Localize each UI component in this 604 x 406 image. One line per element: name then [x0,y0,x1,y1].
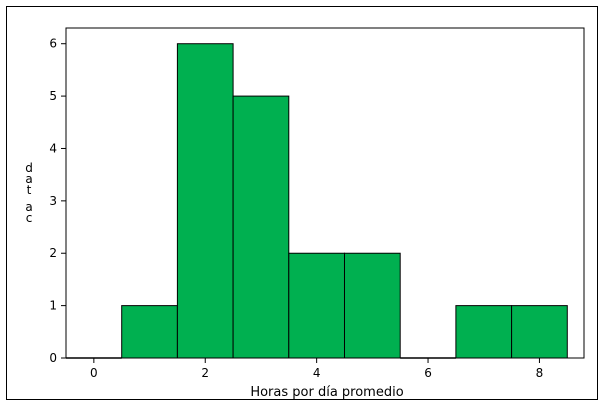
y-tick-label: 3 [49,194,57,208]
bar [121,305,178,359]
y-axis-label-char: c [26,211,33,225]
bar [232,95,290,359]
y-axis-label-char: a [25,200,32,214]
bar [343,252,401,359]
y-tick-label: 4 [49,141,57,155]
y-axis-label-char: a [25,172,32,186]
x-axis: 0 2 4 6 8 [90,358,543,380]
x-tick-label: 8 [536,366,544,380]
bar [288,252,345,359]
y-axis-label-char: t [27,183,32,197]
x-tick-label: 2 [201,366,209,380]
x-tick-label: 0 [90,366,98,380]
y-axis-label-char: d [25,161,33,175]
bar [511,305,568,359]
x-axis-label: Horas por día promedio [250,385,403,400]
y-tick-label: 6 [49,37,57,51]
y-tick-label: 5 [49,89,57,103]
bar [455,305,513,359]
bars-group [66,43,568,359]
y-tick-label: 1 [49,299,57,313]
y-tick-label: 0 [49,351,57,365]
y-axis: 0 1 2 3 4 5 6 [49,37,66,365]
x-tick-label: 6 [424,366,432,380]
y-tick-label: 2 [49,246,57,260]
x-tick-label: 4 [313,366,321,380]
bar [176,43,234,359]
